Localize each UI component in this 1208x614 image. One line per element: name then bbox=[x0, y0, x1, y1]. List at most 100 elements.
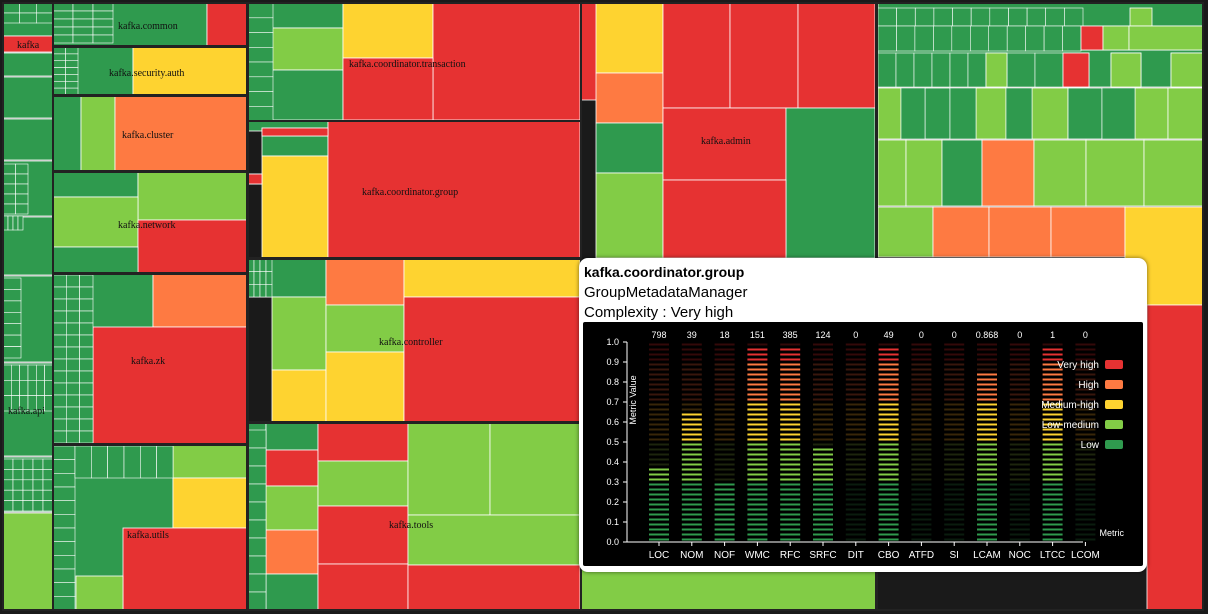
treemap-cell[interactable] bbox=[32, 489, 44, 501]
treemap-cell[interactable] bbox=[72, 26, 94, 36]
treemap-cell[interactable] bbox=[988, 25, 1008, 52]
treemap-cell[interactable] bbox=[52, 53, 66, 62]
treemap-cell[interactable] bbox=[247, 447, 267, 467]
treemap-cell[interactable] bbox=[75, 575, 124, 611]
treemap-cell[interactable] bbox=[595, 2, 664, 74]
treemap-cell[interactable] bbox=[662, 179, 787, 259]
treemap-cell[interactable] bbox=[66, 322, 80, 336]
treemap-cell[interactable] bbox=[2, 379, 12, 396]
treemap-cell[interactable] bbox=[66, 406, 80, 420]
treemap-cell[interactable] bbox=[52, 430, 67, 444]
treemap-cell[interactable] bbox=[52, 34, 74, 44]
treemap-cell[interactable] bbox=[52, 274, 67, 288]
treemap-cell[interactable] bbox=[247, 76, 274, 92]
treemap-cell[interactable] bbox=[265, 422, 319, 451]
treemap-cell[interactable] bbox=[1062, 52, 1090, 88]
treemap-cell[interactable] bbox=[156, 445, 174, 479]
treemap-cell[interactable] bbox=[1167, 87, 1204, 140]
treemap-cell[interactable] bbox=[11, 379, 20, 396]
treemap-cell[interactable] bbox=[92, 10, 114, 20]
treemap-cell[interactable] bbox=[22, 500, 34, 512]
treemap-cell[interactable] bbox=[2, 364, 12, 381]
treemap-cell[interactable] bbox=[2, 118, 54, 161]
treemap-cell[interactable] bbox=[932, 206, 990, 258]
treemap-cell[interactable] bbox=[951, 25, 971, 52]
treemap-cell[interactable] bbox=[247, 537, 267, 557]
treemap-cell[interactable] bbox=[52, 418, 67, 432]
treemap-cell[interactable] bbox=[172, 477, 248, 529]
treemap-cell[interactable] bbox=[32, 479, 44, 491]
treemap-cell[interactable] bbox=[1134, 87, 1169, 140]
treemap-cell[interactable] bbox=[66, 382, 80, 396]
treemap-cell[interactable] bbox=[2, 2, 21, 14]
treemap-cell[interactable] bbox=[19, 379, 29, 396]
treemap-cell[interactable] bbox=[317, 422, 409, 462]
treemap-cell[interactable] bbox=[35, 12, 54, 24]
treemap-cell[interactable] bbox=[325, 304, 405, 353]
treemap-cell[interactable] bbox=[52, 554, 76, 570]
treemap-cell[interactable] bbox=[247, 483, 267, 503]
treemap-cell[interactable] bbox=[66, 418, 80, 432]
treemap-cell[interactable] bbox=[2, 12, 21, 24]
treemap-cell[interactable] bbox=[1146, 304, 1204, 611]
treemap-cell[interactable] bbox=[17, 215, 24, 231]
treemap-cell[interactable] bbox=[1110, 52, 1142, 88]
treemap-cell[interactable] bbox=[52, 18, 74, 28]
treemap-cell[interactable] bbox=[52, 527, 76, 542]
treemap-cell[interactable] bbox=[22, 458, 34, 470]
treemap-cell[interactable] bbox=[52, 382, 67, 396]
treemap-cell[interactable] bbox=[52, 246, 139, 274]
treemap-cell[interactable] bbox=[52, 26, 74, 36]
treemap-cell[interactable] bbox=[895, 52, 915, 88]
treemap-cell[interactable] bbox=[72, 34, 94, 44]
treemap-cell[interactable] bbox=[66, 298, 80, 312]
treemap-cell[interactable] bbox=[65, 67, 79, 75]
treemap-cell[interactable] bbox=[265, 449, 319, 487]
treemap-cell[interactable] bbox=[66, 274, 80, 288]
treemap-cell[interactable] bbox=[52, 67, 66, 75]
treemap-cell[interactable] bbox=[247, 17, 274, 33]
treemap-cell[interactable] bbox=[123, 445, 141, 479]
treemap-cell[interactable] bbox=[1025, 25, 1045, 52]
treemap-cell[interactable] bbox=[52, 486, 76, 501]
treemap-cell[interactable] bbox=[79, 286, 94, 300]
treemap-cell[interactable] bbox=[32, 469, 44, 481]
treemap-cell[interactable] bbox=[662, 2, 731, 109]
treemap-cell[interactable] bbox=[914, 25, 934, 52]
treemap-cell[interactable] bbox=[19, 2, 37, 14]
treemap-cell[interactable] bbox=[2, 512, 54, 611]
treemap-cell[interactable] bbox=[1102, 25, 1130, 51]
treemap-cell[interactable] bbox=[2, 52, 54, 77]
treemap-cell[interactable] bbox=[877, 206, 934, 258]
treemap-cell[interactable] bbox=[325, 351, 405, 423]
treemap-cell[interactable] bbox=[914, 7, 935, 27]
treemap-cell[interactable] bbox=[595, 172, 664, 259]
treemap-cell[interactable] bbox=[52, 74, 66, 82]
treemap-cell[interactable] bbox=[1128, 25, 1204, 51]
treemap-cell[interactable] bbox=[1050, 206, 1126, 258]
treemap-cell[interactable] bbox=[42, 469, 54, 481]
treemap-cell[interactable] bbox=[931, 52, 951, 88]
treemap-cell[interactable] bbox=[271, 69, 344, 121]
treemap-cell[interactable] bbox=[42, 489, 54, 501]
treemap-cell[interactable] bbox=[975, 87, 1007, 140]
treemap-cell[interactable] bbox=[403, 258, 581, 298]
treemap-cell[interactable] bbox=[1085, 139, 1145, 207]
treemap-cell[interactable] bbox=[317, 460, 409, 507]
treemap-cell[interactable] bbox=[317, 505, 409, 565]
treemap-cell[interactable] bbox=[271, 27, 344, 71]
treemap-cell[interactable] bbox=[44, 395, 54, 412]
treemap-cell[interactable] bbox=[595, 122, 664, 174]
treemap-cell[interactable] bbox=[259, 258, 267, 272]
treemap-cell[interactable] bbox=[247, 61, 274, 78]
treemap-cell[interactable] bbox=[2, 458, 14, 470]
treemap-cell[interactable] bbox=[342, 57, 434, 121]
treemap-cell[interactable] bbox=[80, 95, 116, 172]
treemap-cell[interactable] bbox=[65, 46, 79, 55]
treemap-cell[interactable] bbox=[19, 364, 29, 381]
treemap-cell[interactable] bbox=[15, 173, 29, 185]
treemap-cell[interactable] bbox=[35, 2, 54, 14]
treemap-cell[interactable] bbox=[952, 7, 972, 27]
treemap-cell[interactable] bbox=[580, 565, 878, 611]
treemap-cell[interactable] bbox=[72, 18, 94, 28]
